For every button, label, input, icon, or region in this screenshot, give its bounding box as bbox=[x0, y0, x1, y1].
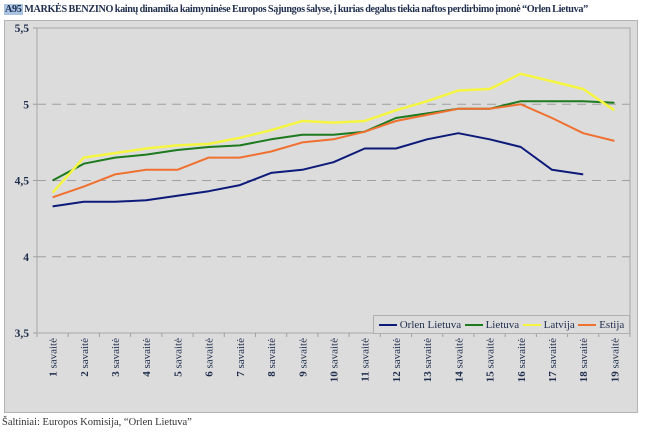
chart-title: A95 MARKĖS BENZINO kainų dinamika kaimyn… bbox=[4, 4, 642, 16]
x-tick-label: 14 savaitė bbox=[453, 338, 465, 382]
x-tick-label: 19 savaitė bbox=[609, 338, 621, 382]
legend-item: Estija bbox=[578, 319, 624, 331]
y-tick-label: 3,5 bbox=[15, 328, 30, 340]
x-tick-label: 10 savaitė bbox=[329, 338, 341, 382]
x-tick-label: 1 savaitė bbox=[48, 338, 60, 377]
x-tick-label: 17 savaitė bbox=[547, 338, 559, 382]
series-line-lietuva bbox=[52, 100, 615, 182]
plot-area bbox=[36, 27, 631, 334]
legend-swatch bbox=[522, 323, 541, 326]
x-tick-label: 8 savaitė bbox=[266, 338, 278, 377]
legend-item: Latvija bbox=[522, 318, 575, 331]
x-tick-label: 3 savaitė bbox=[110, 338, 122, 377]
x-tick-label: 4 savaitė bbox=[141, 338, 153, 377]
x-tick-label: 18 savaitė bbox=[578, 338, 590, 382]
source-note: Šaltiniai: Europos Komisija, “Orlen Liet… bbox=[2, 417, 192, 428]
legend-label: Estija bbox=[599, 318, 625, 331]
x-tick-label: 16 savaitė bbox=[516, 338, 528, 382]
series-line-latvija bbox=[51, 72, 616, 194]
chart-legend: Orlen Lietuva Lietuva Latvija Estija bbox=[373, 315, 630, 334]
x-tick-label: 15 savaitė bbox=[485, 338, 497, 382]
x-tick-label: 2 savaitė bbox=[79, 338, 91, 377]
legend-item: Orlen Lietuva bbox=[378, 318, 462, 331]
legend-item: Lietuva bbox=[464, 318, 520, 331]
y-tick-label: 5,5 bbox=[15, 23, 30, 35]
legend-swatch bbox=[578, 323, 597, 326]
y-tick-label: 4,5 bbox=[15, 176, 30, 188]
x-tick-label: 6 savaitė bbox=[204, 338, 216, 377]
legend-label: Latvija bbox=[543, 318, 575, 331]
figure-title-text: MARKĖS BENZINO kainų dinamika kaimyninės… bbox=[24, 4, 588, 15]
legend-swatch bbox=[464, 323, 483, 326]
legend-label: Orlen Lietuva bbox=[399, 318, 462, 331]
x-tick-label: 7 savaitė bbox=[235, 338, 247, 377]
figure-code: A95 bbox=[4, 4, 23, 15]
series-line-orlen-lietuva bbox=[52, 132, 584, 208]
legend-swatch bbox=[378, 323, 397, 326]
y-tick-label: 5 bbox=[23, 99, 29, 111]
x-tick-label: 11 savaitė bbox=[360, 338, 372, 382]
y-tick-label: 4 bbox=[23, 252, 29, 264]
x-tick-label: 9 savaitė bbox=[297, 338, 309, 377]
x-tick-label: 13 savaitė bbox=[422, 338, 434, 382]
series-line-estija bbox=[52, 103, 615, 199]
x-tick-label: 5 savaitė bbox=[172, 338, 184, 377]
legend-label: Lietuva bbox=[485, 318, 520, 331]
x-tick-label: 12 savaitė bbox=[391, 338, 403, 382]
